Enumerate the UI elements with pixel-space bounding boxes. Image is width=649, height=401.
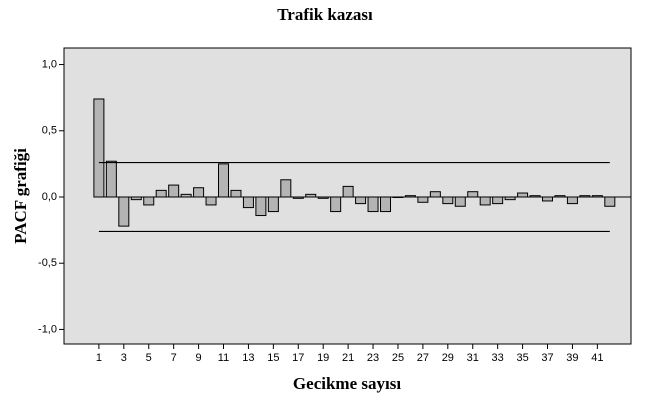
bar [542, 196, 554, 202]
bar [355, 196, 367, 205]
x-tick-label: 1 [96, 352, 102, 364]
bar [442, 196, 454, 205]
bar [467, 191, 479, 198]
bar [267, 196, 279, 213]
x-tick-label: 23 [367, 352, 379, 364]
bar [155, 189, 167, 198]
bar [417, 196, 429, 203]
x-tick-label: 17 [292, 352, 304, 364]
bar [604, 196, 616, 207]
x-tick-label: 31 [467, 352, 479, 364]
x-tick-label: 3 [121, 352, 127, 364]
bar [242, 196, 254, 209]
bar [205, 196, 217, 206]
bar [330, 196, 342, 213]
x-tick-label: 33 [492, 352, 504, 364]
y-tick-label: -1,0 [38, 323, 57, 335]
x-tick-label: 39 [566, 352, 578, 364]
bar [454, 196, 466, 207]
x-tick-label: 11 [218, 352, 229, 364]
bar [93, 98, 105, 198]
x-tick-label: 5 [146, 352, 152, 364]
bar [342, 185, 354, 198]
bar [193, 187, 205, 198]
bar [566, 196, 578, 205]
bar [429, 191, 441, 198]
bar [168, 184, 180, 198]
y-tick-label: -0,5 [38, 257, 57, 269]
chart-title: Trafik kazası [277, 5, 373, 24]
bar [280, 179, 292, 198]
bar [255, 196, 267, 217]
bar [367, 196, 379, 213]
bar [118, 196, 130, 227]
bar [105, 160, 117, 198]
y-tick-label: 0,0 [42, 191, 57, 203]
x-tick-label: 41 [591, 352, 603, 364]
x-tick-label: 27 [417, 352, 429, 364]
x-tick-label: 19 [317, 352, 329, 364]
x-tick-label: 15 [267, 352, 279, 364]
x-tick-label: 29 [442, 352, 454, 364]
bar [143, 196, 155, 206]
bar [479, 196, 491, 206]
x-tick-label: 13 [242, 352, 254, 364]
x-tick-label: 25 [392, 352, 404, 364]
bar [230, 189, 242, 198]
bar [380, 196, 392, 213]
x-tick-label: 9 [196, 352, 202, 364]
bar [517, 192, 529, 198]
y-tick-label: 0,5 [42, 125, 57, 137]
x-axis-label: Gecikme sayısı [293, 374, 401, 393]
y-tick-label: 1,0 [42, 58, 57, 70]
x-tick-label: 21 [342, 352, 354, 364]
bar [218, 163, 230, 198]
y-axis-label: PACF grafiği [11, 148, 30, 244]
x-tick-label: 35 [516, 352, 528, 364]
bar [492, 196, 504, 205]
x-tick-label: 7 [171, 352, 177, 364]
x-tick-label: 37 [541, 352, 553, 364]
